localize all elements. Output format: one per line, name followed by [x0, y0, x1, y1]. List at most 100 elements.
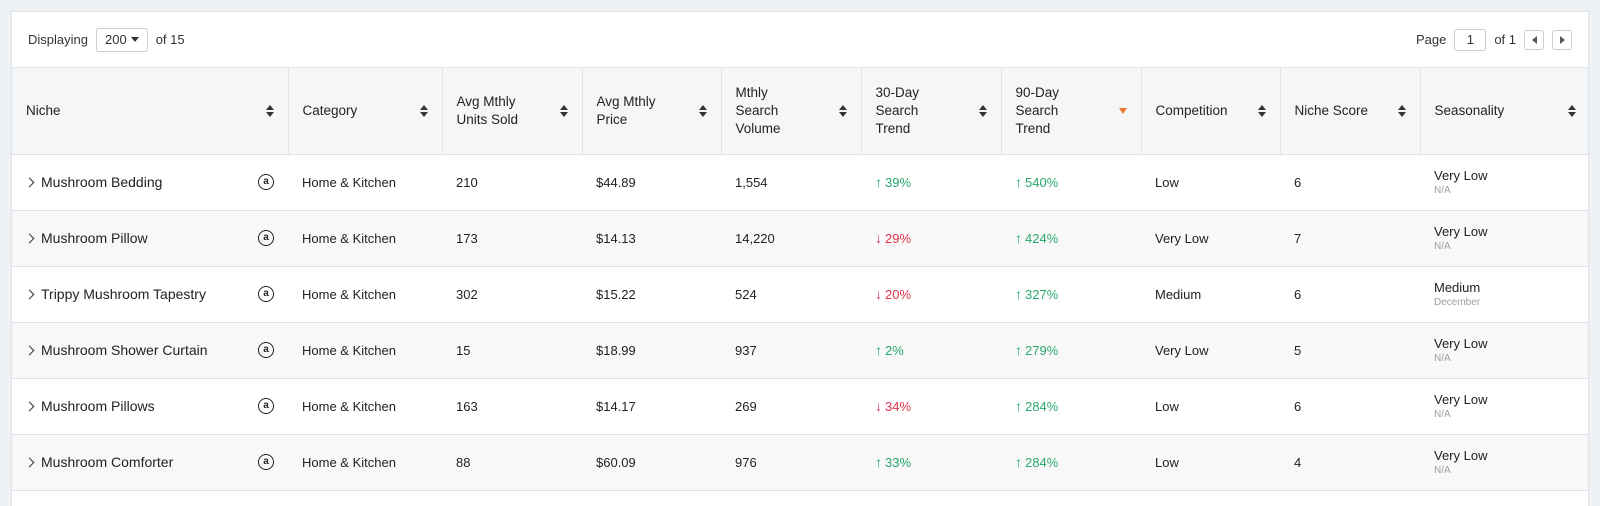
arrow-down-icon: ↓	[875, 398, 882, 414]
chevron-right-icon	[24, 457, 35, 467]
arrow-up-icon: ↑	[875, 454, 882, 470]
trend-30-day: ↓ 34%	[875, 398, 911, 414]
amazon-icon[interactable]: a	[258, 174, 274, 190]
trend-30-day-value: 2%	[885, 342, 904, 358]
trend-30-day: ↑ 33%	[875, 454, 911, 470]
trend-30-day-cell: ↑ 2%	[861, 322, 1001, 379]
page-size-select[interactable]: 200	[95, 27, 148, 52]
seasonality-peak: N/A	[1434, 241, 1451, 252]
sort-descending-icon[interactable]	[1118, 107, 1127, 114]
seasonality-level: Very Low	[1434, 336, 1488, 351]
table-row[interactable]: Mushroom Bedding a Home & Kitchen 210 $4…	[12, 154, 1588, 211]
seasonality-level: Very Low	[1434, 168, 1488, 183]
arrow-down-icon: ↓	[875, 230, 882, 246]
column-header-avg-price[interactable]: Avg Mthly Price	[582, 68, 722, 155]
seasonality-level: Very Low	[1434, 448, 1488, 463]
column-header-avg-units-sold[interactable]: Avg Mthly Units Sold	[442, 68, 583, 155]
total-count: of 15	[155, 32, 185, 47]
niche-name: Mushroom Bedding	[41, 174, 163, 190]
amazon-icon[interactable]: a	[258, 286, 274, 302]
sort-icon[interactable]	[1568, 104, 1576, 117]
page-label: Page	[1415, 32, 1447, 47]
expand-row-toggle[interactable]: Mushroom Pillow	[24, 230, 148, 246]
prev-page-button[interactable]	[1524, 29, 1544, 50]
trend-90-day: ↑ 284%	[1015, 398, 1058, 414]
niche-score-cell: 6	[1280, 378, 1420, 435]
niche-score-cell: 7	[1280, 210, 1420, 267]
column-header-label: Category	[302, 102, 358, 118]
column-header-niche-score[interactable]: Niche Score	[1280, 68, 1421, 155]
column-header-search-volume[interactable]: Mthly Search Volume	[721, 68, 862, 155]
niche-name: Mushroom Pillow	[41, 230, 148, 246]
competition-cell: Very Low	[1141, 210, 1280, 267]
seasonality-cell: Very Low N/A	[1420, 434, 1588, 491]
column-header-label: Avg Mthly Units Sold	[456, 93, 519, 127]
column-header-90-day-trend[interactable]: 90-Day Search Trend	[1001, 68, 1142, 155]
amazon-icon[interactable]: a	[258, 342, 274, 358]
sort-icon[interactable]	[265, 104, 274, 117]
chevron-down-icon	[130, 37, 139, 42]
trend-90-day-value: 540%	[1025, 174, 1059, 190]
seasonality-level: Very Low	[1434, 224, 1488, 239]
arrow-up-icon: ↑	[1015, 286, 1022, 302]
column-header-niche[interactable]: Niche	[12, 68, 289, 155]
amazon-icon[interactable]: a	[258, 454, 274, 470]
table-row[interactable]: Mushroom Comforter a Home & Kitchen 88 $…	[12, 434, 1588, 491]
trend-30-day: ↓ 29%	[875, 230, 911, 246]
niche-cell: Mushroom Pillows a	[12, 378, 288, 435]
niche-name: Mushroom Shower Curtain	[41, 342, 208, 358]
sort-icon[interactable]	[559, 104, 568, 117]
sort-icon[interactable]	[698, 104, 707, 117]
amazon-icon[interactable]: a	[258, 398, 274, 414]
expand-row-toggle[interactable]: Mushroom Bedding	[24, 174, 163, 190]
seasonality-level: Very Low	[1434, 392, 1488, 407]
table-row[interactable]: Mushroom Pillows a Home & Kitchen 163 $1…	[12, 378, 1588, 435]
units-sold-cell: 163	[442, 378, 582, 435]
trend-90-day: ↑ 540%	[1015, 174, 1058, 190]
niche-score-cell: 6	[1280, 266, 1420, 323]
category-cell: Home & Kitchen	[288, 154, 442, 211]
sort-icon[interactable]	[1397, 104, 1406, 117]
chevron-right-icon	[24, 233, 35, 243]
units-sold-cell: 302	[442, 266, 582, 323]
sort-icon[interactable]	[1257, 104, 1266, 117]
expand-row-toggle[interactable]: Mushroom Comforter	[24, 454, 174, 470]
table-row[interactable]: Mushroom Pillow a Home & Kitchen 173 $14…	[12, 210, 1588, 267]
sort-icon[interactable]	[978, 104, 987, 117]
seasonality-cell: Very Low N/A	[1420, 154, 1588, 211]
category-cell: Home & Kitchen	[288, 434, 442, 491]
table-row[interactable]: Trippy Mushroom Tapestry a Home & Kitche…	[12, 266, 1588, 323]
column-header-label: Niche Score	[1294, 102, 1369, 118]
trend-90-day: ↑ 279%	[1015, 342, 1058, 358]
page-number-input[interactable]	[1454, 28, 1487, 51]
column-header-category[interactable]: Category	[288, 68, 443, 155]
column-header-seasonality[interactable]: Seasonality	[1420, 68, 1588, 155]
amazon-icon[interactable]: a	[258, 230, 274, 246]
next-arrow-icon	[1559, 35, 1565, 44]
niche-cell: Mushroom Shower Curtain a	[12, 322, 288, 379]
trend-90-day-cell: ↑ 540%	[1001, 154, 1141, 211]
arrow-up-icon: ↑	[1015, 342, 1022, 358]
search-volume-cell: 976	[721, 434, 861, 491]
trend-90-day-value: 327%	[1025, 286, 1059, 302]
prev-arrow-icon	[1531, 35, 1537, 44]
next-page-button[interactable]	[1552, 29, 1572, 50]
trend-30-day-value: 34%	[885, 398, 912, 414]
table-row[interactable]: Mushroom Shower Curtain a Home & Kitchen…	[12, 322, 1588, 379]
expand-row-toggle[interactable]: Trippy Mushroom Tapestry	[24, 286, 206, 302]
expand-row-toggle[interactable]: Mushroom Shower Curtain	[24, 342, 208, 358]
column-header-competition[interactable]: Competition	[1141, 68, 1281, 155]
sort-icon[interactable]	[419, 104, 428, 117]
chevron-right-icon	[24, 401, 35, 411]
table-body: Mushroom Bedding a Home & Kitchen 210 $4…	[12, 154, 1588, 491]
sort-icon[interactable]	[838, 104, 847, 117]
competition-cell: Medium	[1141, 266, 1280, 323]
trend-30-day-value: 29%	[885, 230, 912, 246]
competition-cell: Very Low	[1141, 322, 1280, 379]
column-header-30-day-trend[interactable]: 30-Day Search Trend	[861, 68, 1002, 155]
expand-row-toggle[interactable]: Mushroom Pillows	[24, 398, 155, 414]
competition-cell: Low	[1141, 154, 1280, 211]
niche-name: Mushroom Comforter	[41, 454, 174, 470]
units-sold-cell: 210	[442, 154, 582, 211]
price-cell: $44.89	[582, 154, 721, 211]
